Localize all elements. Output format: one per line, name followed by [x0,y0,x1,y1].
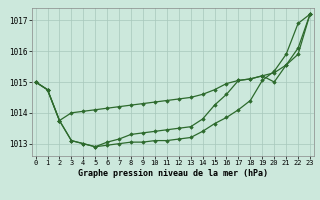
X-axis label: Graphe pression niveau de la mer (hPa): Graphe pression niveau de la mer (hPa) [78,169,268,178]
